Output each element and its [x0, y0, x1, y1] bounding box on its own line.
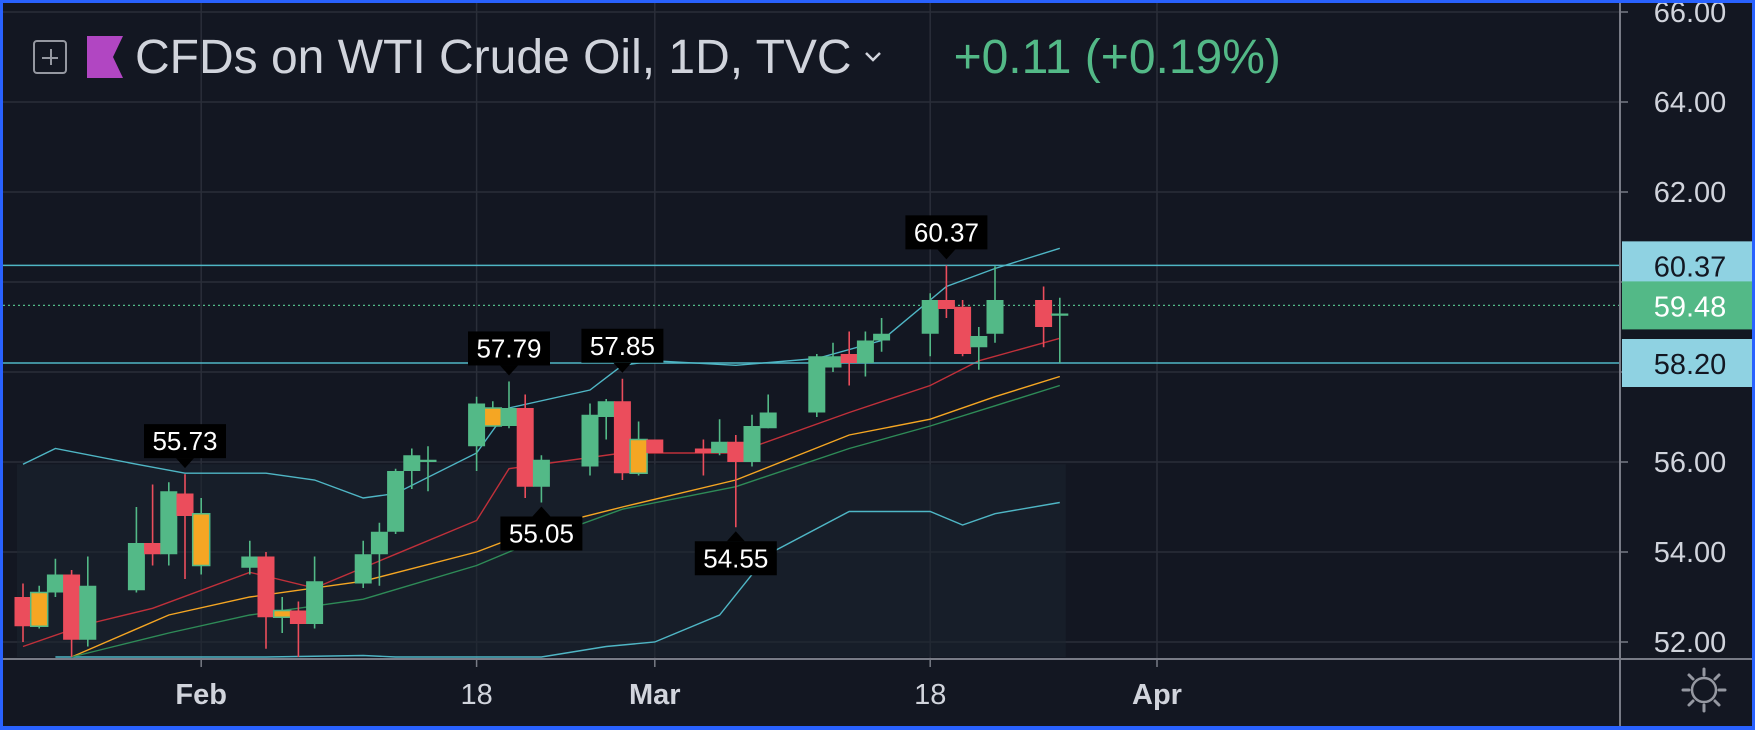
annotation-label: 54.55: [703, 543, 768, 573]
price-label: 58.20: [1654, 349, 1727, 381]
annotation-label: 60.37: [914, 217, 979, 247]
candle-body: [516, 408, 534, 487]
time-axis-panel: [3, 660, 1752, 726]
x-tick-label: Apr: [1132, 679, 1182, 711]
x-tick-label: 18: [914, 679, 946, 711]
symbol-legend: CFDs on WTI Crude Oil, 1D, TVC +0.11 (+0…: [33, 29, 1281, 85]
candle-body: [272, 609, 292, 618]
annotation-pointer: [532, 506, 551, 517]
series-ma_red: [22, 337, 1060, 648]
annotation-label: 57.85: [590, 331, 655, 361]
candle-body: [532, 459, 550, 487]
candle-body: [970, 336, 988, 348]
price-label: 60.37: [1654, 251, 1727, 283]
x-tick-label: Mar: [629, 679, 681, 711]
y-tick-label: 64.00: [1654, 87, 1727, 119]
candle-body: [743, 426, 761, 462]
candle-body: [14, 597, 32, 627]
y-tick-label: 56.00: [1654, 447, 1727, 479]
candle-body: [873, 333, 891, 341]
candle-body: [856, 340, 874, 363]
y-tick-label: 62.00: [1654, 177, 1727, 209]
price-label: 59.48: [1654, 291, 1727, 323]
candle-body: [127, 543, 145, 591]
candle-body: [289, 610, 307, 624]
candle-body: [581, 414, 599, 467]
candles: [14, 265, 1069, 657]
annotation-box: [144, 424, 226, 459]
candle-body: [808, 356, 826, 413]
annotation-pointer: [726, 531, 745, 542]
annotation-label: 57.79: [476, 333, 541, 363]
candle-body: [986, 300, 1004, 334]
candle-body: [711, 441, 729, 453]
annotation-pointer: [500, 365, 518, 376]
candle-body: [646, 439, 664, 453]
candle-body: [370, 531, 388, 555]
candle-body: [1051, 313, 1069, 316]
annotation-label: 55.05: [509, 519, 574, 549]
candle-body: [160, 491, 178, 555]
annotation-pointer: [613, 362, 632, 373]
x-tick-label: 18: [460, 679, 492, 711]
candle-body: [483, 407, 503, 427]
candle-body: [629, 438, 648, 474]
price-label-bg: [1622, 339, 1752, 387]
price-label-bg: [1622, 281, 1752, 330]
candle-body: [63, 574, 81, 640]
candle-body: [613, 401, 631, 474]
annotation-box: [500, 516, 583, 551]
annotations: 55.73 57.79 57.85 60.37 55.05 54.55: [144, 215, 988, 576]
price-label-bg: [1622, 241, 1752, 290]
annotation-box: [468, 331, 550, 366]
chevron-down-icon[interactable]: [860, 49, 886, 65]
annotation-box: [905, 215, 988, 250]
candle-body: [597, 401, 615, 417]
symbol-title[interactable]: CFDs on WTI Crude Oil, 1D, TVC: [135, 30, 852, 84]
annotation-label: 55.73: [152, 426, 217, 456]
candle-body: [387, 471, 405, 532]
gear-icon[interactable]: [1680, 666, 1728, 714]
price-change: +0.11 (+0.19%): [953, 30, 1281, 84]
flag-icon: [87, 36, 123, 78]
candle-body: [840, 354, 858, 363]
y-tick-label: 66.00: [1654, 3, 1727, 29]
candle-body: [191, 513, 211, 567]
candle-body: [937, 300, 955, 309]
candle-body: [500, 408, 518, 426]
candle-body: [403, 455, 421, 471]
candle-body: [46, 574, 64, 593]
y-tick-label: 52.00: [1654, 627, 1727, 659]
candle-body: [694, 448, 712, 453]
candle-body: [29, 591, 49, 627]
axes: 52.0054.0056.0058.0060.0062.0064.0066.00…: [3, 3, 1752, 726]
candle-body: [824, 356, 842, 368]
candle-body: [419, 459, 437, 462]
candle-body: [176, 493, 194, 516]
annotation-box: [694, 541, 777, 576]
candle-body: [727, 441, 745, 462]
candle-body: [79, 585, 97, 640]
candle-body: [468, 403, 486, 447]
annotation-pointer: [937, 249, 956, 260]
candle-body: [1035, 300, 1053, 327]
annotation-box: [581, 328, 664, 363]
candle-body: [257, 556, 275, 618]
plus-square-icon[interactable]: [33, 40, 67, 74]
series-bollinger_lower: [55, 501, 1060, 658]
candle-body: [759, 412, 777, 429]
candle-body: [306, 581, 324, 624]
annotation-pointer: [176, 458, 194, 469]
y-tick-label: 54.00: [1654, 537, 1727, 569]
candle-body: [144, 543, 162, 555]
candle-body: [354, 554, 372, 584]
candle-body: [241, 556, 259, 568]
candle-body: [921, 300, 939, 334]
candle-body: [954, 306, 972, 354]
x-tick-label: Feb: [175, 679, 227, 711]
